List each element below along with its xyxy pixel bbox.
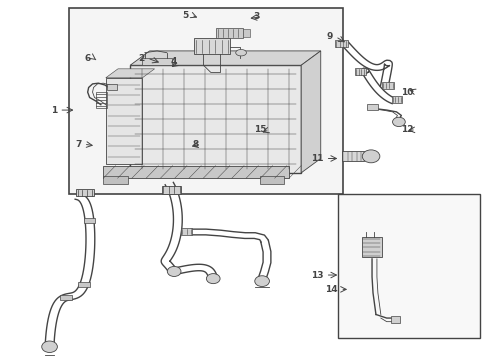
Bar	[106, 78, 143, 164]
Text: 2: 2	[139, 54, 145, 63]
Text: 5: 5	[183, 10, 189, 19]
Text: 3: 3	[253, 12, 260, 21]
Text: 9: 9	[326, 32, 333, 41]
Bar	[103, 166, 289, 178]
Bar	[78, 282, 90, 287]
Text: 14: 14	[325, 285, 338, 294]
Bar	[243, 30, 250, 37]
Circle shape	[362, 150, 380, 163]
Bar	[335, 40, 347, 47]
Text: 15: 15	[254, 125, 267, 134]
Bar	[130, 65, 301, 173]
Bar	[342, 151, 364, 161]
Text: 1: 1	[50, 105, 57, 114]
Bar	[103, 176, 128, 184]
Bar	[76, 189, 94, 196]
Bar	[362, 237, 382, 257]
Bar	[392, 96, 402, 103]
Polygon shape	[130, 51, 321, 65]
Bar	[260, 176, 284, 184]
Bar	[162, 186, 181, 194]
Bar	[107, 84, 117, 90]
Bar	[60, 294, 72, 300]
Circle shape	[42, 341, 57, 352]
Circle shape	[255, 276, 270, 287]
Bar	[391, 316, 400, 323]
Circle shape	[206, 274, 220, 284]
Text: 8: 8	[193, 140, 198, 149]
Text: 4: 4	[170, 57, 176, 66]
Text: 7: 7	[75, 140, 81, 149]
Circle shape	[392, 117, 405, 127]
Text: 13: 13	[311, 270, 323, 279]
Bar	[194, 39, 230, 54]
Circle shape	[167, 266, 181, 276]
Text: 10: 10	[401, 87, 414, 96]
Bar	[143, 58, 172, 65]
Polygon shape	[301, 51, 321, 173]
Bar	[96, 92, 107, 108]
Bar	[338, 194, 480, 338]
Text: 11: 11	[311, 154, 323, 163]
Bar	[367, 104, 378, 110]
Bar	[84, 218, 96, 224]
Text: 6: 6	[85, 54, 91, 63]
Bar	[69, 8, 343, 194]
Polygon shape	[106, 69, 155, 78]
Ellipse shape	[236, 49, 246, 56]
Bar	[355, 68, 366, 75]
Bar	[216, 28, 243, 39]
Text: 12: 12	[401, 125, 414, 134]
Bar	[181, 228, 192, 234]
Bar	[382, 82, 394, 89]
